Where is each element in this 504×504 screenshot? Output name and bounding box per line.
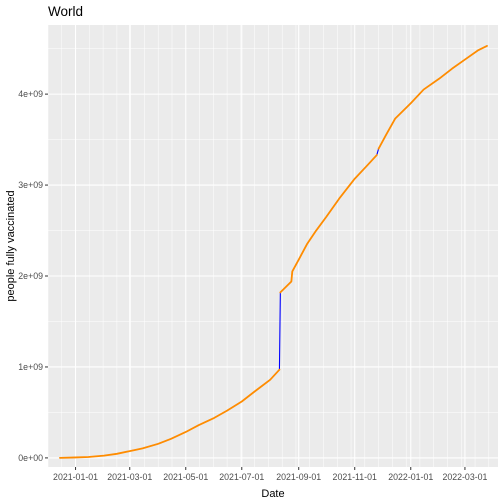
series-line-orange — [59, 368, 281, 459]
plot-panel — [48, 25, 498, 467]
x-tick-label: 2021-01-01 — [53, 472, 98, 482]
x-tick-label: 2021-05-01 — [163, 472, 208, 482]
y-axis-title: people fully vaccinated — [5, 190, 17, 301]
x-axis-title: Date — [261, 488, 284, 500]
y-tick-label: 0e+00 — [18, 453, 43, 463]
major-gridlines — [48, 25, 498, 467]
y-tick-label: 4e+09 — [18, 89, 43, 99]
series-line-orange — [377, 45, 488, 150]
series-layer — [59, 45, 488, 459]
x-tick-label: 2021-07-01 — [219, 472, 264, 482]
x-axis: 2021-01-01 2021-03-01 2021-05-01 2021-07-01… — [53, 467, 488, 482]
x-tick-label: 2021-03-01 — [107, 472, 152, 482]
series-line-orange — [279, 154, 378, 294]
y-axis: 0e+00 1e+09 2e+09 3e+09 4e+09 — [18, 89, 48, 463]
x-tick-label: 2021-11-01 — [333, 472, 377, 482]
chart-title: World — [48, 4, 83, 19]
y-tick-label: 1e+09 — [18, 362, 43, 372]
x-tick-label: 2022-01-01 — [388, 472, 433, 482]
x-tick-label: 2021-09-01 — [276, 472, 321, 482]
y-tick-label: 2e+09 — [18, 271, 43, 281]
x-tick-label: 2022-03-01 — [442, 472, 487, 482]
y-tick-label: 3e+09 — [18, 180, 43, 190]
